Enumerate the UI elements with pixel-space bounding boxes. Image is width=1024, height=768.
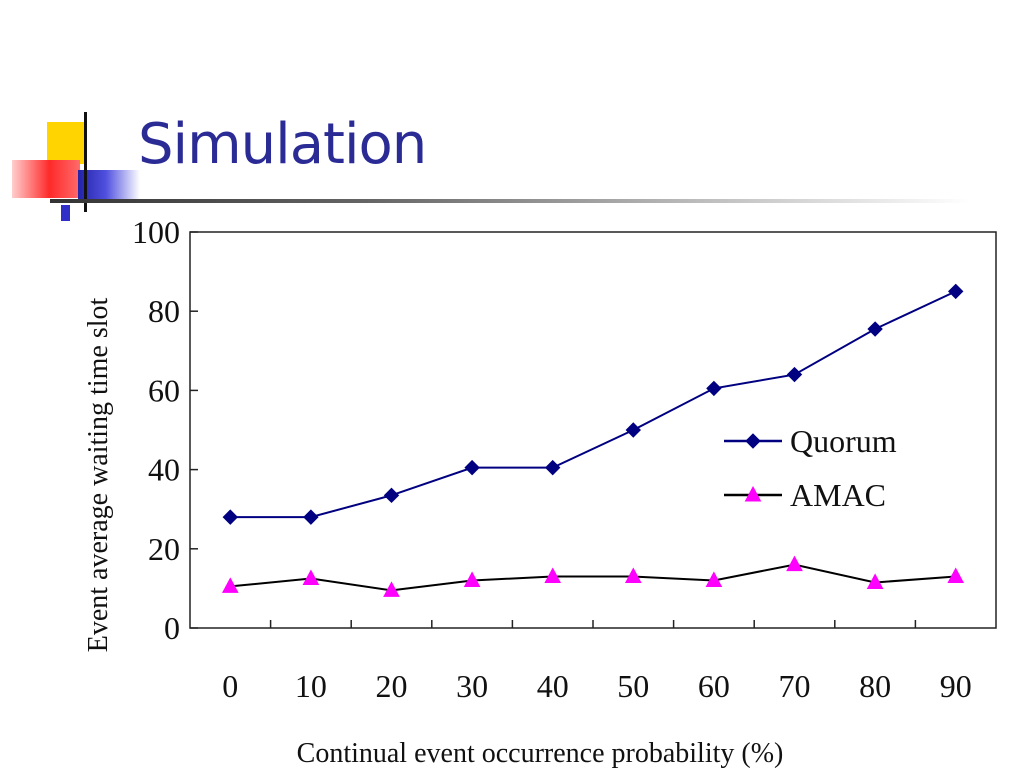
y-tick-label: 0 xyxy=(164,610,180,646)
title-underline xyxy=(50,199,970,203)
y-tick-label: 60 xyxy=(148,372,180,408)
x-tick-label: 80 xyxy=(859,668,891,704)
data-point xyxy=(624,567,642,584)
x-axis-label: Continual event occurrence probability (… xyxy=(297,738,784,768)
series-amac xyxy=(221,555,965,597)
series-quorum xyxy=(222,283,964,525)
data-point xyxy=(383,581,400,597)
legend-item: Quorum xyxy=(724,423,897,459)
data-point xyxy=(706,380,722,397)
y-tick-label: 40 xyxy=(148,452,180,488)
legend-marker xyxy=(745,433,761,449)
logo-vertical-line xyxy=(84,112,87,212)
x-tick-label: 70 xyxy=(779,668,811,704)
logo-red-bar xyxy=(12,160,80,198)
legend-label: Quorum xyxy=(790,423,897,459)
y-tick-label: 100 xyxy=(132,214,180,250)
data-point xyxy=(383,487,400,504)
logo-blue-bar xyxy=(78,170,140,202)
slide-title: Simulation xyxy=(138,112,427,177)
data-point xyxy=(463,571,481,587)
y-tick-label: 80 xyxy=(148,293,180,329)
data-point xyxy=(302,569,320,585)
x-tick-label: 90 xyxy=(940,668,972,704)
x-tick-label: 20 xyxy=(376,668,408,704)
series-layer xyxy=(221,283,965,597)
data-point xyxy=(705,571,723,587)
slide-logo xyxy=(0,0,160,240)
logo-yellow-square xyxy=(47,122,87,164)
x-tick-label: 40 xyxy=(537,668,569,704)
x-axis: 0 10 20 30 40 50 60 70 80 90 xyxy=(222,620,972,704)
data-point xyxy=(222,509,239,525)
data-point xyxy=(786,366,803,383)
data-point xyxy=(786,555,803,572)
series-line xyxy=(230,290,957,519)
data-point xyxy=(544,459,561,476)
legend-item: AMAC xyxy=(724,477,886,513)
y-tick-label: 20 xyxy=(148,531,180,567)
data-point xyxy=(303,509,319,525)
data-point xyxy=(947,567,965,584)
data-point xyxy=(867,321,883,337)
x-tick-label: 0 xyxy=(222,668,238,704)
y-axis: 0 20 40 60 80 100 xyxy=(132,214,198,646)
y-axis-label: Event average waiting time slot xyxy=(83,298,114,653)
legend-label: AMAC xyxy=(790,477,886,513)
data-point xyxy=(544,567,562,584)
x-tick-label: 50 xyxy=(617,668,649,704)
data-point xyxy=(625,422,642,438)
legend-marker xyxy=(744,485,762,502)
legend: Quorum AMAC xyxy=(724,423,897,513)
series-line xyxy=(230,563,956,592)
data-point xyxy=(221,577,239,593)
x-tick-label: 10 xyxy=(295,668,327,704)
data-point xyxy=(947,283,964,300)
data-point xyxy=(464,459,480,476)
x-tick-label: 60 xyxy=(698,668,730,704)
x-tick-label: 30 xyxy=(456,668,488,704)
logo-blue-square xyxy=(61,205,70,221)
plot-area xyxy=(189,231,997,629)
data-point xyxy=(866,573,884,589)
